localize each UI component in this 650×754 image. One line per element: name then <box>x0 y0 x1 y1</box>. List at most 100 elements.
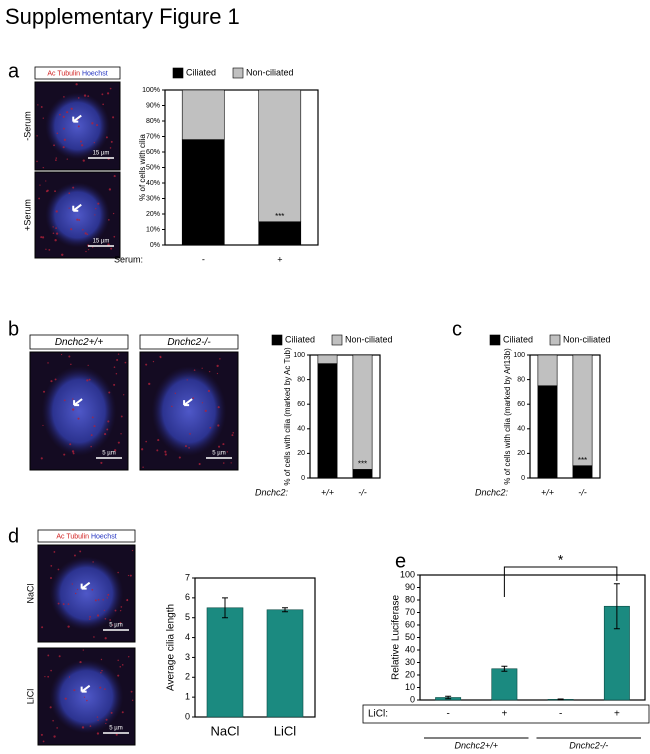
x-axis-label: Dnchc2: <box>475 487 509 497</box>
signal-dot <box>57 602 60 605</box>
legend-swatch <box>172 67 184 79</box>
bar-segment <box>317 363 338 479</box>
y-axis-label: % of cells with cilia (marked by Arl13b) <box>503 348 512 485</box>
y-tick-label: 100 <box>400 569 415 579</box>
stain-box <box>34 66 121 80</box>
y-tick-label: 70% <box>146 133 160 140</box>
signal-dot <box>119 665 122 668</box>
scale-label: 5 µm <box>109 726 122 732</box>
y-tick-label: 0 <box>410 694 415 704</box>
signal-dot <box>63 96 65 98</box>
signal-dot <box>40 457 43 460</box>
signal-dot <box>96 716 99 718</box>
signal-dot <box>60 353 63 356</box>
signal-dot <box>96 614 100 617</box>
y-tick-label: 0% <box>150 242 160 249</box>
signal-dot <box>159 355 162 358</box>
signal-dot <box>109 87 112 90</box>
signal-dot <box>111 624 114 626</box>
signal-dot <box>67 603 70 606</box>
signal-dot <box>232 432 234 434</box>
signal-dot <box>74 592 77 595</box>
y-tick-label: 7 <box>185 572 190 582</box>
stain-red: Ac Tubulin <box>56 533 89 540</box>
image-label-box <box>29 334 129 350</box>
signal-dot <box>66 111 69 114</box>
signal-dot <box>50 669 52 672</box>
signal-dot <box>79 660 82 664</box>
image-label: NaCl <box>25 583 35 603</box>
panel-letter: d <box>8 525 19 547</box>
signal-dot <box>72 452 75 455</box>
signal-dot <box>231 434 234 437</box>
bar-segment <box>572 465 593 479</box>
signal-dot <box>70 363 72 366</box>
signal-dot <box>52 226 54 228</box>
signal-dot <box>102 103 104 106</box>
signal-dot <box>207 389 211 393</box>
y-tick-label: 80% <box>146 118 160 125</box>
signal-dot <box>52 719 54 722</box>
signal-dot <box>50 565 53 567</box>
signal-dot <box>71 583 73 585</box>
signal-dot <box>226 451 229 453</box>
signal-dot <box>94 599 97 602</box>
signal-dot <box>121 711 124 714</box>
signal-dot <box>53 551 56 553</box>
signal-dot <box>99 686 102 689</box>
signal-dot <box>73 689 76 692</box>
legend-swatch <box>232 67 244 79</box>
signal-dot <box>120 433 122 435</box>
error-bar <box>557 698 564 701</box>
signal-dot <box>40 236 43 239</box>
signal-dot <box>164 453 167 456</box>
signal-dot <box>109 147 112 149</box>
signal-dot <box>57 568 60 571</box>
bar-segment <box>258 221 302 246</box>
signal-dot <box>68 355 71 358</box>
signal-dot <box>110 711 113 714</box>
signal-dot <box>77 97 80 99</box>
arrow <box>80 684 91 693</box>
y-tick-label: 70 <box>405 607 415 617</box>
signal-dot <box>97 202 100 205</box>
y-tick-label: 50 <box>405 632 415 642</box>
signal-dot <box>186 379 188 381</box>
signal-dot <box>113 449 117 452</box>
image-label: -Serum <box>22 111 32 141</box>
legend-label: Non-ciliated <box>246 67 294 77</box>
signal-dot <box>108 391 111 394</box>
signal-dot <box>69 443 72 446</box>
signal-dot <box>71 450 75 453</box>
y-tick-label: 90% <box>146 102 160 109</box>
signal-dot <box>124 361 127 364</box>
image-label: LiCl <box>25 689 35 705</box>
signal-dot <box>55 159 57 162</box>
signal-dot <box>86 233 89 236</box>
signal-dot <box>97 719 99 721</box>
signal-dot <box>114 609 117 612</box>
signal-dot <box>156 449 159 452</box>
x-tick-label: - <box>202 254 205 264</box>
signal-dot <box>94 214 96 216</box>
signal-dot <box>106 92 110 95</box>
nucleus <box>45 182 110 248</box>
x-tick-label: -/- <box>358 487 367 497</box>
signal-dot <box>72 408 75 411</box>
signal-dot <box>127 656 130 658</box>
nucleus <box>41 366 117 456</box>
signal-dot <box>119 609 122 612</box>
signal-dot <box>86 699 88 702</box>
signal-dot <box>40 733 43 736</box>
signal-dot <box>93 142 95 144</box>
x-tick-label: NaCl <box>211 723 240 738</box>
bar-segment <box>352 469 373 479</box>
signal-dot <box>204 409 207 412</box>
signal-dot <box>85 250 87 253</box>
y-tick-label: 0 <box>521 475 525 482</box>
signal-dot <box>201 402 204 404</box>
y-tick-label: 3 <box>185 652 190 662</box>
signal-dot <box>89 615 91 618</box>
y-tick-label: 60% <box>146 149 160 156</box>
